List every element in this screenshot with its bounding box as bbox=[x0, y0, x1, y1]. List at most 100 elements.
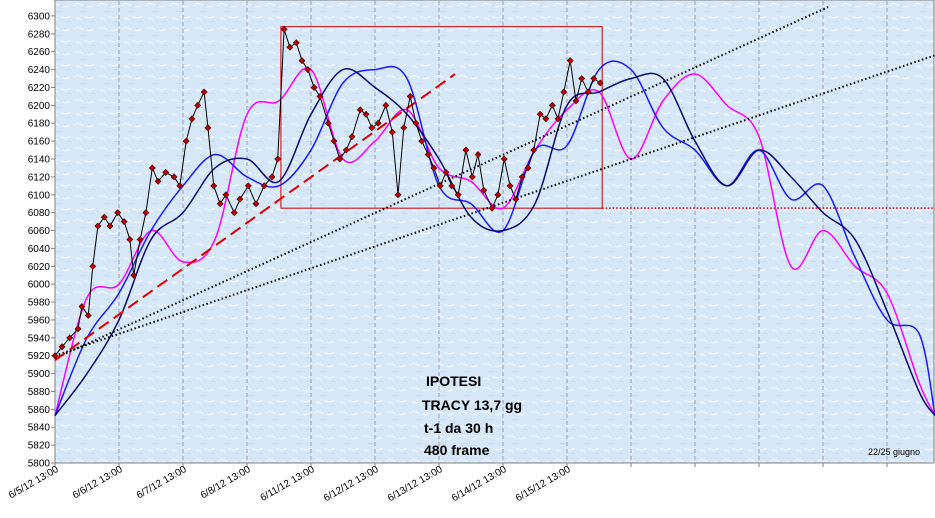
y-tick-label: 5980 bbox=[28, 298, 51, 309]
point-marker bbox=[554, 115, 562, 123]
point-marker bbox=[324, 119, 332, 127]
point-marker bbox=[210, 182, 218, 190]
point-marker bbox=[268, 173, 276, 181]
point-marker bbox=[292, 39, 300, 47]
x-tick-label: 6/8/12 13:00 bbox=[199, 464, 253, 502]
point-marker bbox=[336, 155, 344, 163]
point-marker bbox=[530, 146, 538, 154]
point-marker bbox=[316, 92, 324, 100]
point-marker bbox=[400, 124, 408, 132]
y-tick-label: 6300 bbox=[28, 11, 51, 22]
point-marker bbox=[286, 43, 294, 51]
point-marker bbox=[114, 209, 122, 217]
y-tick-label: 6080 bbox=[28, 208, 51, 219]
point-marker bbox=[252, 200, 260, 208]
point-marker bbox=[454, 191, 462, 199]
point-marker bbox=[578, 75, 586, 82]
point-marker bbox=[58, 343, 66, 351]
point-marker bbox=[518, 173, 526, 181]
point-marker bbox=[480, 186, 488, 194]
point-marker bbox=[84, 312, 92, 319]
y-tick-label: 5800 bbox=[28, 459, 51, 470]
point-marker bbox=[418, 137, 426, 145]
series-line bbox=[54, 54, 935, 357]
annotations: IPOTESI TRACY 13,7 gg t-1 da 30 h 480 fr… bbox=[422, 373, 920, 458]
y-tick-label: 6220 bbox=[28, 83, 51, 94]
point-marker bbox=[330, 137, 338, 145]
y-tick-label: 6200 bbox=[28, 101, 51, 112]
point-marker bbox=[200, 88, 208, 96]
annotation: TRACY 13,7 gg bbox=[422, 397, 522, 413]
point-marker bbox=[382, 101, 390, 109]
point-marker bbox=[506, 182, 514, 190]
y-tick-label: 6260 bbox=[28, 47, 51, 58]
point-marker bbox=[94, 222, 102, 230]
point-marker bbox=[154, 177, 162, 185]
point-marker bbox=[536, 110, 544, 118]
point-marker bbox=[468, 173, 476, 181]
point-marker bbox=[310, 84, 318, 91]
point-marker bbox=[412, 119, 420, 127]
point-marker bbox=[362, 110, 370, 118]
point-marker bbox=[342, 146, 350, 154]
point-marker bbox=[462, 146, 470, 154]
annotation: 22/25 giugno bbox=[868, 447, 920, 457]
series-line bbox=[54, 29, 601, 357]
point-marker bbox=[442, 168, 450, 176]
point-marker bbox=[524, 164, 532, 172]
point-marker bbox=[488, 204, 496, 212]
y-tick-label: 5920 bbox=[28, 351, 51, 362]
point-marker bbox=[572, 97, 580, 105]
point-marker bbox=[596, 79, 604, 87]
point-marker bbox=[236, 195, 244, 203]
point-marker bbox=[274, 155, 282, 163]
point-marker bbox=[500, 155, 508, 163]
y-tick-label: 6280 bbox=[28, 29, 51, 40]
point-marker bbox=[298, 57, 306, 65]
point-marker bbox=[542, 115, 550, 123]
point-marker bbox=[424, 151, 432, 158]
annotation: IPOTESI bbox=[426, 373, 481, 389]
x-tick-label: 6/13/12 13:00 bbox=[386, 464, 445, 504]
y-tick-label: 6040 bbox=[28, 244, 51, 255]
point-marker bbox=[368, 124, 376, 132]
point-marker bbox=[512, 195, 520, 203]
point-marker bbox=[548, 101, 556, 109]
y-tick-label: 6000 bbox=[28, 280, 51, 291]
point-marker bbox=[66, 334, 74, 342]
point-marker bbox=[74, 325, 82, 333]
highlight-box bbox=[280, 26, 603, 209]
point-marker bbox=[222, 191, 230, 199]
point-marker bbox=[170, 173, 178, 181]
point-marker bbox=[304, 66, 312, 74]
point-marker bbox=[244, 182, 252, 190]
y-tick-label: 5840 bbox=[28, 423, 51, 434]
x-tick-label: 6/14/12 13:00 bbox=[450, 464, 509, 504]
y-tick-label: 5900 bbox=[28, 369, 51, 380]
y-tick-label: 6120 bbox=[28, 172, 51, 183]
point-marker bbox=[560, 88, 568, 96]
point-marker bbox=[474, 151, 482, 158]
point-marker bbox=[130, 271, 138, 279]
y-tick-label: 6180 bbox=[28, 119, 51, 130]
y-tick-label: 5940 bbox=[28, 333, 51, 344]
x-tick-label: 6/12/12 13:00 bbox=[322, 464, 381, 504]
y-tick-label: 6060 bbox=[28, 226, 51, 237]
point-marker bbox=[142, 209, 150, 217]
point-marker bbox=[188, 115, 196, 123]
point-marker bbox=[356, 106, 364, 114]
point-marker bbox=[216, 200, 224, 208]
point-marker bbox=[374, 119, 382, 127]
annotation: t-1 da 30 h bbox=[424, 420, 493, 436]
y-tick-label: 6160 bbox=[28, 137, 51, 148]
point-marker bbox=[280, 25, 288, 33]
series-line bbox=[54, 68, 935, 417]
y-tick-label: 6100 bbox=[28, 190, 51, 201]
point-marker bbox=[182, 137, 190, 145]
point-marker bbox=[126, 236, 134, 243]
point-marker bbox=[448, 182, 456, 190]
x-tick-label: 6/6/12 13:00 bbox=[71, 464, 125, 502]
point-marker bbox=[348, 133, 356, 141]
point-marker bbox=[566, 57, 574, 65]
point-marker bbox=[176, 182, 184, 190]
